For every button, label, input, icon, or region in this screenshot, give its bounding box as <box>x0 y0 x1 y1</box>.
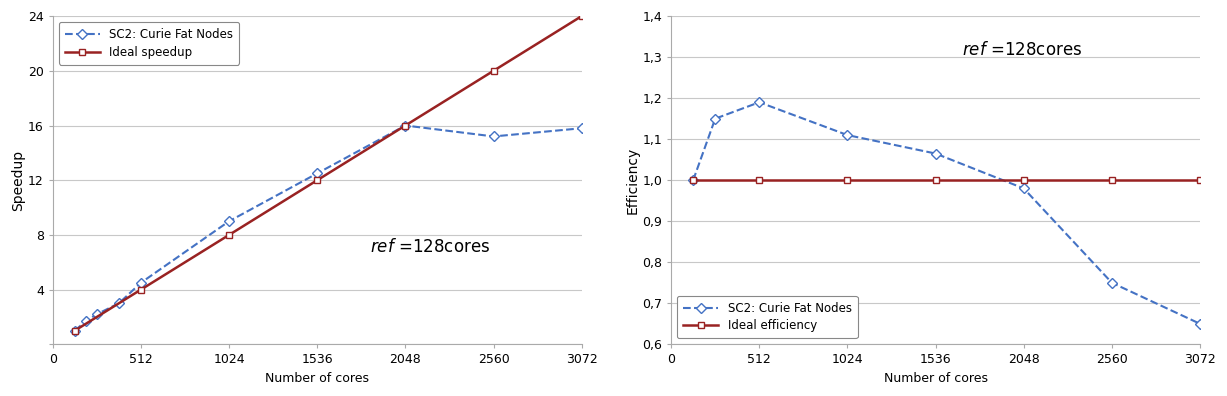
SC2: Curie Fat Nodes: (2.05e+03, 16): Curie Fat Nodes: (2.05e+03, 16) <box>398 123 412 128</box>
SC2: Curie Fat Nodes: (256, 1.15): Curie Fat Nodes: (256, 1.15) <box>708 116 723 121</box>
Ideal efficiency <box>686 178 701 183</box>
Line: SC2: Curie Fat Nodes: SC2: Curie Fat Nodes <box>690 99 1204 327</box>
SC2: Curie Fat Nodes: (128, 1): Curie Fat Nodes: (128, 1) <box>67 328 82 333</box>
SC2: Curie Fat Nodes: (512, 4.5): Curie Fat Nodes: (512, 4.5) <box>134 280 148 285</box>
Ideal efficiency <box>1016 178 1031 183</box>
Legend: SC2: Curie Fat Nodes, Ideal speedup: SC2: Curie Fat Nodes, Ideal speedup <box>59 22 239 65</box>
Line: SC2: Curie Fat Nodes: SC2: Curie Fat Nodes <box>71 122 585 334</box>
SC2: Curie Fat Nodes: (256, 2.2): Curie Fat Nodes: (256, 2.2) <box>90 312 104 316</box>
SC2: Curie Fat Nodes: (2.56e+03, 15.2): Curie Fat Nodes: (2.56e+03, 15.2) <box>486 134 501 139</box>
Ideal efficiency <box>840 178 855 183</box>
Ideal speedup <box>67 328 82 333</box>
Ideal speedup <box>134 287 148 292</box>
SC2: Curie Fat Nodes: (512, 1.19): Curie Fat Nodes: (512, 1.19) <box>752 100 767 105</box>
Ideal speedup <box>574 14 589 19</box>
SC2: Curie Fat Nodes: (192, 1.7): Curie Fat Nodes: (192, 1.7) <box>79 319 93 324</box>
Y-axis label: Efficiency: Efficiency <box>626 147 639 214</box>
Line: Ideal efficiency: Ideal efficiency <box>690 177 1204 184</box>
Text: $\it{ref}$ =128cores: $\it{ref}$ =128cores <box>371 238 491 257</box>
Ideal speedup <box>222 232 237 237</box>
Ideal efficiency <box>928 178 942 183</box>
Ideal efficiency <box>1193 178 1207 183</box>
Line: Ideal speedup: Ideal speedup <box>71 13 585 334</box>
Ideal efficiency <box>1104 178 1119 183</box>
SC2: Curie Fat Nodes: (2.05e+03, 0.98): Curie Fat Nodes: (2.05e+03, 0.98) <box>1016 186 1031 191</box>
X-axis label: Number of cores: Number of cores <box>265 372 369 385</box>
SC2: Curie Fat Nodes: (1.54e+03, 12.5): Curie Fat Nodes: (1.54e+03, 12.5) <box>310 171 325 176</box>
SC2: Curie Fat Nodes: (128, 1): Curie Fat Nodes: (128, 1) <box>686 178 701 183</box>
SC2: Curie Fat Nodes: (1.02e+03, 9): Curie Fat Nodes: (1.02e+03, 9) <box>222 219 237 224</box>
Ideal speedup <box>398 123 412 128</box>
SC2: Curie Fat Nodes: (384, 3): Curie Fat Nodes: (384, 3) <box>112 301 126 306</box>
SC2: Curie Fat Nodes: (3.07e+03, 0.65): Curie Fat Nodes: (3.07e+03, 0.65) <box>1193 322 1207 326</box>
Ideal speedup <box>486 69 501 73</box>
Ideal efficiency <box>752 178 767 183</box>
Ideal speedup <box>310 178 325 183</box>
X-axis label: Number of cores: Number of cores <box>883 372 988 385</box>
Y-axis label: Speedup: Speedup <box>11 150 25 211</box>
Legend: SC2: Curie Fat Nodes, Ideal efficiency: SC2: Curie Fat Nodes, Ideal efficiency <box>677 296 858 339</box>
Text: $\it{ref}$ =128cores: $\it{ref}$ =128cores <box>962 42 1082 59</box>
SC2: Curie Fat Nodes: (1.02e+03, 1.11): Curie Fat Nodes: (1.02e+03, 1.11) <box>840 133 855 137</box>
SC2: Curie Fat Nodes: (1.54e+03, 1.06): Curie Fat Nodes: (1.54e+03, 1.06) <box>928 151 942 156</box>
SC2: Curie Fat Nodes: (3.07e+03, 15.8): Curie Fat Nodes: (3.07e+03, 15.8) <box>574 126 589 131</box>
SC2: Curie Fat Nodes: (2.56e+03, 0.75): Curie Fat Nodes: (2.56e+03, 0.75) <box>1104 280 1119 285</box>
